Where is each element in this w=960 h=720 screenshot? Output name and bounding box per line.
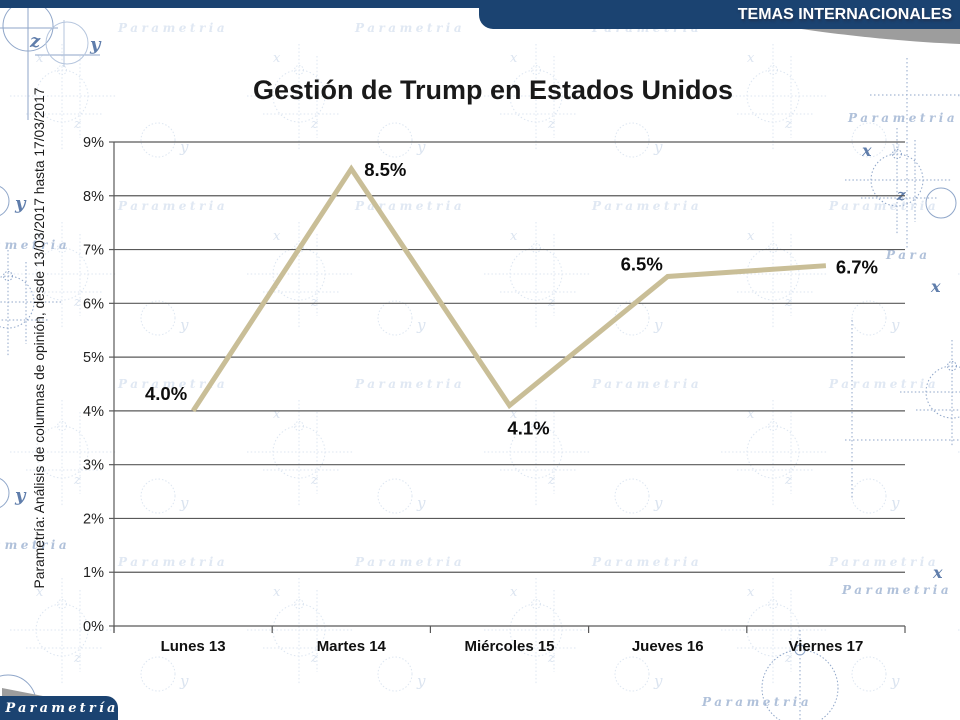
x-axis-label: Jueves 16 [632,638,704,655]
x-axis-label: Martes 14 [317,638,387,655]
svg-text:Parametria: Parametria [0,238,70,252]
svg-text:z: z [896,186,906,204]
svg-text:z: z [29,31,41,52]
x-axis-label: Viernes 17 [789,638,864,655]
svg-text:y: y [89,34,102,55]
y-axis-label: 9% [83,135,104,151]
source-note: Parametría: Análisis de columnas de opin… [32,87,47,589]
svg-text:x: x [932,563,943,582]
svg-text:Parametria: Parametria [841,583,952,597]
svg-text:Parametria: Parametria [701,695,812,709]
y-axis-label: 1% [83,565,104,581]
svg-text:x: x [861,141,872,160]
svg-text:Parametria: Parametria [0,538,70,552]
x-axis-label: Miércoles 15 [464,638,554,655]
svg-text:Para: Para [885,248,931,262]
footer-logo-band: Parametría [0,696,118,720]
data-point-label: 8.5% [364,159,406,180]
y-axis-label: 5% [83,350,104,366]
data-line [191,164,827,413]
data-point-label: 4.0% [145,383,187,404]
svg-text:y: y [14,193,27,214]
y-axis-label: 0% [83,619,104,635]
svg-text:Parametria: Parametria [847,111,958,125]
y-axis-label: 8% [83,189,104,205]
y-axis-label: 3% [83,458,104,474]
y-axis-label: 2% [83,511,104,527]
y-axis-label: 7% [83,243,104,259]
logo-fold-shape [2,688,48,697]
footer-logo-text: Parametría [5,700,119,716]
svg-text:y: y [14,485,27,506]
y-axis-label: 4% [83,404,104,420]
header-title: TEMAS INTERNACIONALES [737,5,952,23]
y-axis-label: 6% [83,296,104,312]
data-point-label: 6.7% [836,257,878,278]
x-axis-label: Lunes 13 [161,638,226,655]
header-swoosh-shape [795,28,960,44]
chart-title: Gestión de Trump en Estados Unidos [252,75,734,105]
svg-text:x: x [930,277,941,296]
header-band: TEMAS INTERNACIONALES [479,0,960,29]
data-point-label: 4.1% [507,418,549,439]
data-point-label: 6.5% [621,253,663,274]
